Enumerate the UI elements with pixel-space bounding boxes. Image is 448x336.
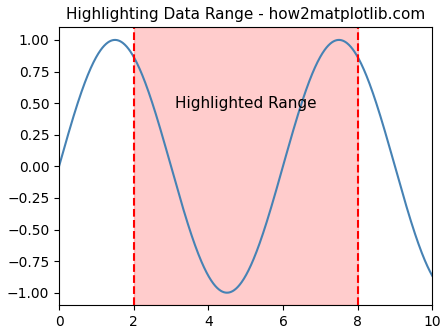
Title: Highlighting Data Range - how2matplotlib.com: Highlighting Data Range - how2matplotlib… bbox=[66, 7, 425, 22]
Bar bbox=[134, 27, 358, 305]
Text: Highlighted Range: Highlighted Range bbox=[175, 96, 316, 111]
